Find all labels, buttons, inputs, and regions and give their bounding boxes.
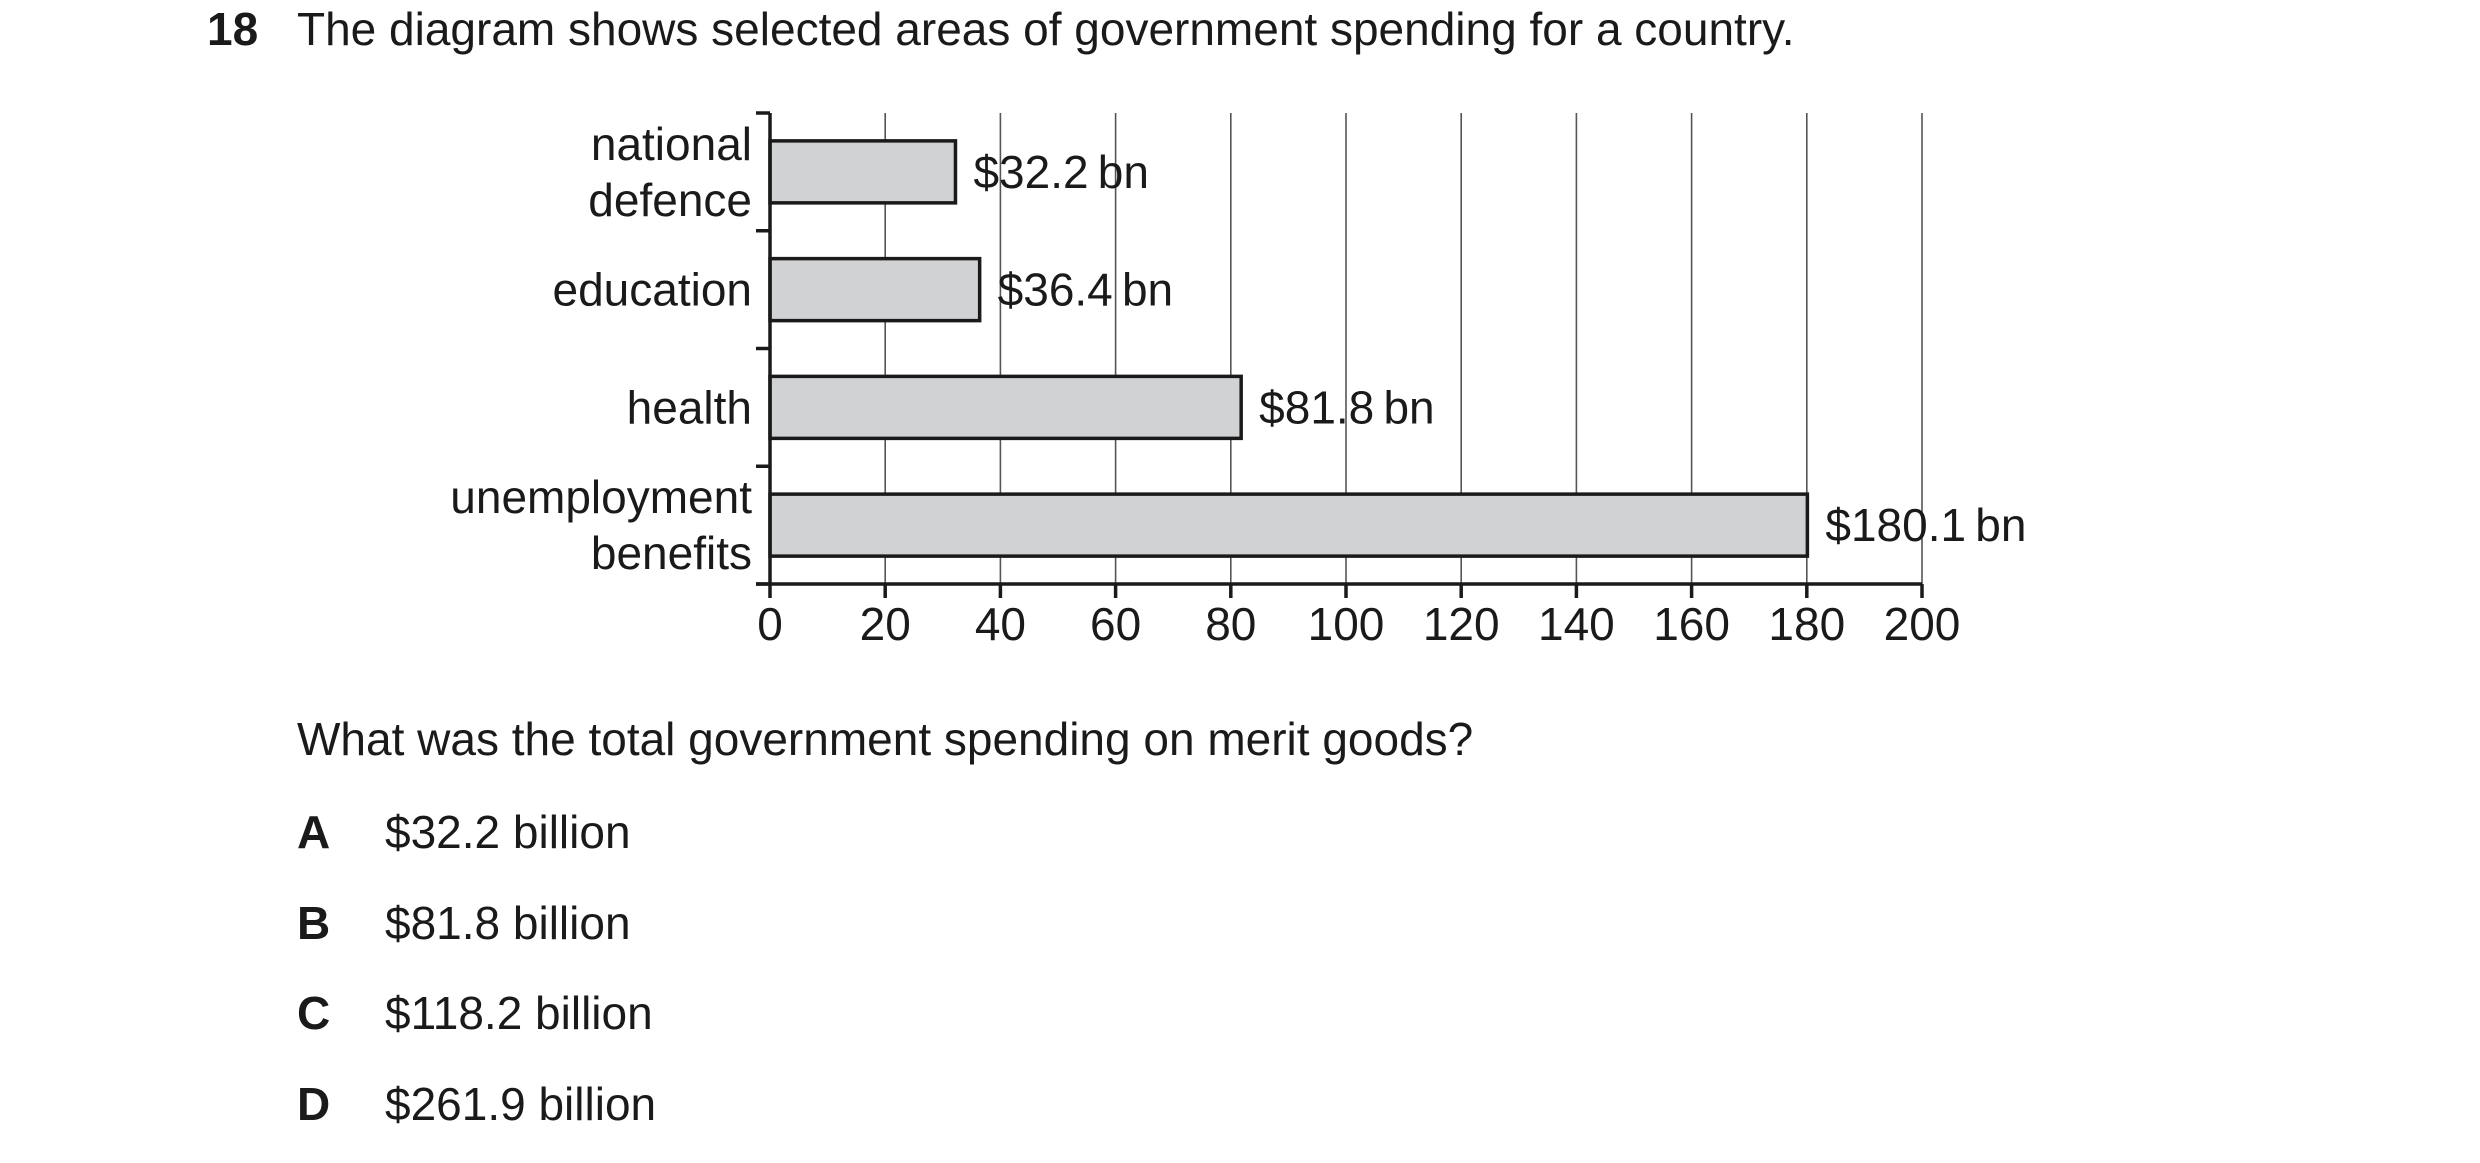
x-tick-label: 100 <box>1308 598 1385 650</box>
x-tick-label: 200 <box>1884 598 1961 650</box>
category-label: health <box>627 381 752 433</box>
x-tick-label: 40 <box>975 598 1026 650</box>
data-label: $81.8 bn <box>1259 381 1435 433</box>
option-text: $32.2 billion <box>385 806 631 858</box>
x-tick-label: 80 <box>1205 598 1256 650</box>
x-tick-label: 20 <box>860 598 911 650</box>
category-label: unemployment <box>450 471 752 523</box>
option-text: $261.9 billion <box>385 1078 657 1130</box>
category-label: education <box>553 264 753 316</box>
option-text: $118.2 billion <box>385 987 653 1039</box>
data-label: $32.2 bn <box>973 146 1148 198</box>
bar <box>768 256 982 323</box>
question-prompt: What was the total government spending o… <box>297 713 1474 765</box>
x-tick-label: 140 <box>1538 598 1615 650</box>
x-tick-label: 60 <box>1090 598 1141 650</box>
x-tick-label: 160 <box>1653 598 1730 650</box>
question-number: 18 <box>207 3 259 55</box>
x-tick-label: 0 <box>757 598 783 650</box>
category-label: defence <box>588 174 752 226</box>
bar <box>768 374 1243 441</box>
option-letter: B <box>297 897 331 949</box>
x-tick-label: 180 <box>1768 598 1845 650</box>
question-text: The diagram shows selected areas of gove… <box>297 3 1795 55</box>
bar-chart: $32.2 bn $36.4 bn $81.8 bn $180.1 bn nationa… <box>450 111 2026 650</box>
data-label: $180.1 bn <box>1825 499 2026 551</box>
option-letter: A <box>297 806 331 858</box>
category-label: national <box>591 118 752 170</box>
option-letter: C <box>297 987 331 1039</box>
bar <box>768 492 1810 558</box>
option-text: $81.8 billion <box>385 897 631 949</box>
x-tick-label: 120 <box>1423 598 1500 650</box>
bar <box>768 139 958 205</box>
option-letter: D <box>297 1078 331 1130</box>
category-label: benefits <box>591 527 752 579</box>
data-label: $36.4 bn <box>998 264 1174 316</box>
